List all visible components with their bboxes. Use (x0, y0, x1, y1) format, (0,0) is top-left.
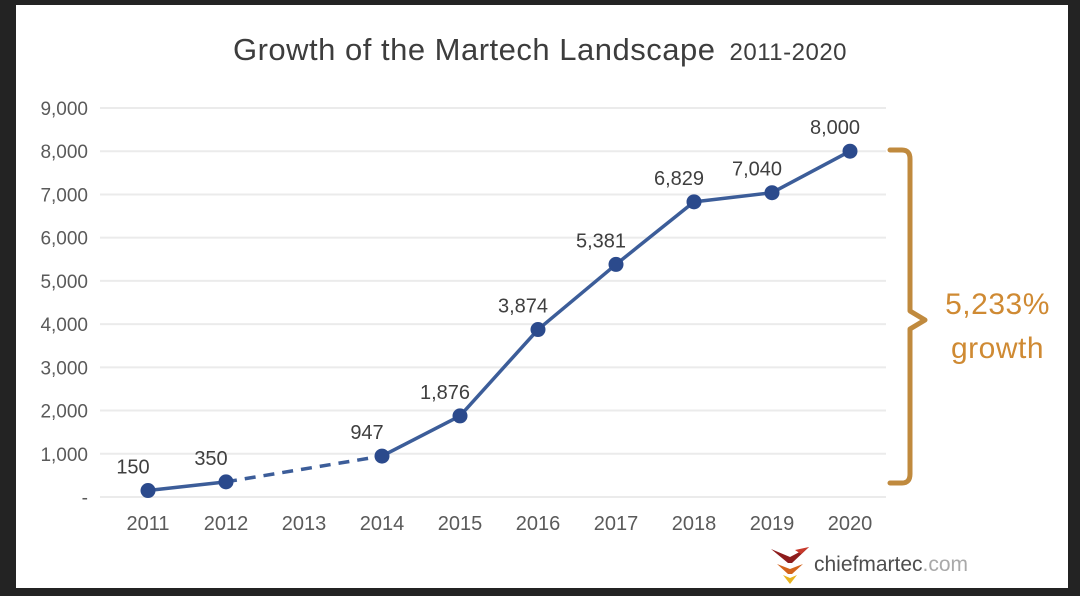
data-point (608, 256, 624, 272)
x-axis-tick-label: 2017 (594, 513, 639, 535)
y-axis-tick-label: 3,000 (40, 358, 88, 379)
y-axis-tick-label: 4,000 (40, 315, 88, 336)
chart-title-range: 2011-2020 (729, 39, 848, 66)
y-axis-tick-label: 5,000 (40, 272, 88, 293)
growth-word: growth (950, 331, 1045, 365)
growth-bracket (887, 147, 928, 486)
point-value-label: 5,381 (576, 230, 626, 252)
y-axis-tick-label: 1,000 (40, 445, 88, 466)
growth-annotation: 5,233% growth (925, 283, 1070, 370)
y-axis-tick-label: 6,000 (40, 229, 88, 250)
trend-line (771, 149, 851, 195)
chiefmartec-funnel-icon (771, 547, 809, 584)
growth-percent: 5,233% (945, 288, 1050, 321)
data-point (530, 322, 546, 338)
x-axis-tick-label: 2012 (204, 513, 249, 535)
chart-title-main: Growth of the Martech Landscape (232, 32, 716, 67)
x-axis-tick-label: 2014 (360, 513, 405, 535)
data-point (686, 194, 702, 210)
data-point (218, 474, 234, 490)
point-value-label: 6,829 (654, 168, 704, 190)
logo-text: chiefmartec (814, 553, 923, 576)
x-axis-tick-label: 2011 (126, 513, 169, 535)
title-spacer (720, 32, 729, 67)
point-value-label: 3,874 (498, 296, 548, 318)
y-axis-tick-label: 2,000 (40, 402, 88, 423)
trend-line (693, 190, 773, 204)
point-value-label: 8,000 (810, 117, 860, 139)
x-axis-tick-label: 2015 (438, 513, 483, 535)
point-value-label: 150 (116, 457, 149, 479)
trend-line (381, 414, 461, 458)
trend-line (536, 263, 618, 331)
trend-line (147, 480, 227, 493)
y-axis-tick-label: 7,000 (40, 185, 88, 206)
point-value-label: 350 (194, 448, 227, 470)
data-point (374, 448, 390, 464)
trend-line (458, 328, 540, 418)
y-axis-tick-label: - (82, 488, 88, 509)
data-point (452, 408, 468, 424)
trend-line-dashed (225, 454, 383, 484)
y-axis-tick-label: 9,000 (40, 99, 88, 120)
y-axis-tick-label: 8,000 (40, 142, 88, 163)
chart-title: Growth of the Martech Landscape 2011-202… (0, 32, 1080, 68)
x-axis-tick-label: 2016 (516, 513, 561, 535)
chiefmartec-logo: chiefmartec .com (770, 546, 968, 584)
point-value-label: 947 (350, 422, 383, 444)
x-axis-tick-label: 2019 (750, 513, 795, 535)
trend-line (614, 200, 696, 266)
point-value-label: 1,876 (420, 382, 470, 404)
x-axis-tick-label: 2013 (282, 513, 327, 535)
data-point (140, 483, 156, 499)
x-axis-tick-label: 2018 (672, 513, 717, 535)
point-value-label: 7,040 (732, 159, 782, 181)
chart-card (16, 5, 1068, 588)
data-point (764, 185, 780, 201)
x-axis-tick-label: 2020 (828, 513, 873, 535)
logo-suffix: .com (922, 553, 969, 576)
data-point (842, 143, 858, 159)
